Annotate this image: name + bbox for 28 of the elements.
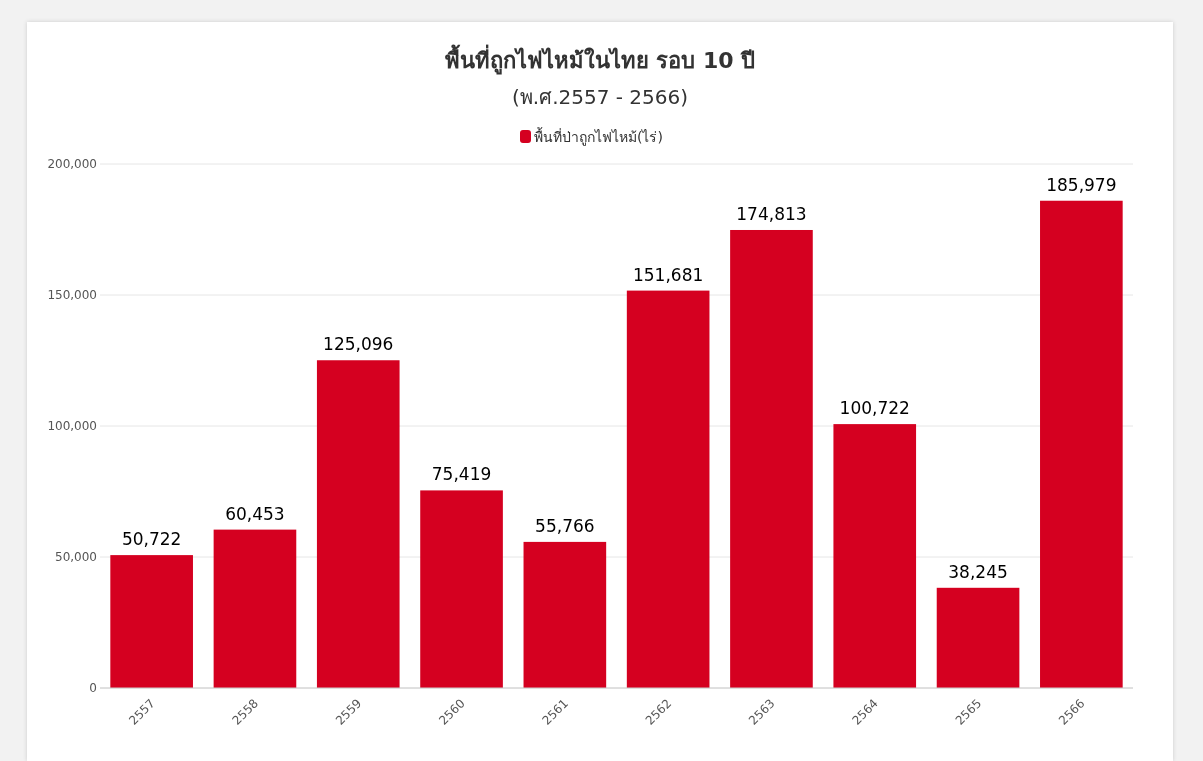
chart-title: พื้นที่ถูกไฟไหม้ในไทย รอบ 10 ปี	[444, 44, 756, 75]
chart-subtitle: (พ.ศ.2557 - 2566)	[511, 85, 689, 109]
bar	[730, 229, 813, 688]
bar	[833, 424, 917, 688]
data-label: 55,766	[535, 515, 595, 536]
bar	[936, 587, 1020, 688]
bar	[420, 490, 503, 688]
bar	[316, 360, 400, 688]
bar	[626, 290, 710, 688]
data-label: 185,979	[1046, 174, 1117, 195]
y-tick-label: 200,000	[47, 157, 97, 171]
data-label: 60,453	[225, 503, 285, 524]
data-label: 75,419	[431, 464, 492, 485]
bar	[1040, 200, 1123, 688]
data-label: 100,722	[839, 398, 910, 419]
bar	[213, 529, 297, 688]
data-label: 50,722	[121, 529, 182, 550]
y-tick-label: 150,000	[47, 288, 97, 302]
bar	[110, 555, 193, 688]
data-label: 151,681	[632, 264, 704, 285]
y-tick-label: 100,000	[47, 419, 97, 433]
data-label: 174,813	[736, 203, 807, 224]
data-label: 38,245	[948, 561, 1008, 582]
bar	[523, 541, 607, 688]
data-label: 125,096	[323, 334, 394, 355]
y-tick-label: 50,000	[55, 550, 97, 564]
y-tick-label: 0	[89, 681, 97, 695]
legend-label: พื้นที่ป่าถูกไฟไหม้(ไร่)	[534, 127, 663, 146]
